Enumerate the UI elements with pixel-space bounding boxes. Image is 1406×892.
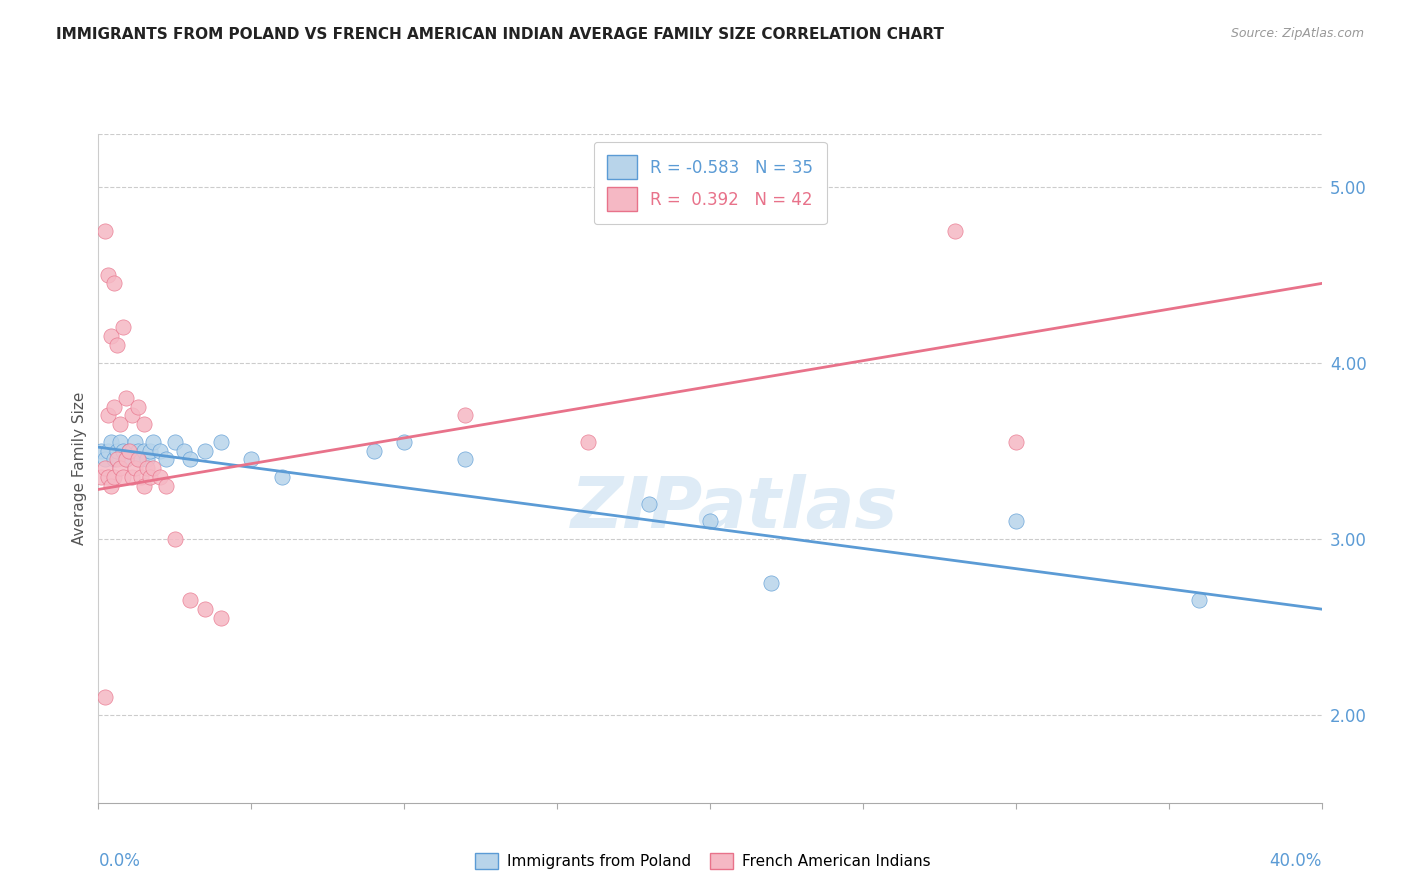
Point — [163, 532, 186, 546]
Point — [454, 409, 477, 423]
Point — [97, 470, 120, 484]
Point — [637, 496, 661, 510]
Point — [759, 575, 782, 590]
Point — [90, 470, 112, 484]
Text: 0.0%: 0.0% — [98, 852, 141, 870]
Point — [1004, 434, 1026, 449]
Point — [136, 452, 159, 467]
Point — [134, 443, 156, 458]
Point — [121, 470, 143, 484]
Point — [209, 611, 232, 625]
Point — [108, 434, 131, 449]
Point — [90, 443, 112, 458]
Point — [111, 443, 134, 458]
Point — [121, 409, 143, 423]
Point — [127, 400, 149, 414]
Point — [103, 400, 125, 414]
Point — [209, 434, 232, 449]
Point — [139, 470, 162, 484]
Point — [173, 443, 195, 458]
Point — [142, 434, 165, 449]
Point — [124, 434, 146, 449]
Point — [118, 443, 141, 458]
Text: ZIPatlas: ZIPatlas — [571, 474, 898, 543]
Point — [134, 479, 156, 493]
Point — [111, 320, 134, 334]
Point — [105, 452, 128, 467]
Point — [129, 452, 152, 467]
Point — [134, 417, 156, 432]
Point — [97, 268, 120, 282]
Point — [270, 470, 292, 484]
Point — [155, 479, 177, 493]
Point — [97, 443, 120, 458]
Point — [127, 443, 149, 458]
Point — [149, 443, 172, 458]
Point — [111, 470, 134, 484]
Point — [100, 434, 122, 449]
Point — [108, 461, 131, 475]
Point — [943, 224, 966, 238]
Point — [108, 417, 131, 432]
Point — [179, 593, 201, 607]
Point — [115, 452, 138, 467]
Point — [103, 452, 125, 467]
Point — [163, 434, 186, 449]
Point — [93, 690, 115, 705]
Point — [103, 277, 125, 291]
Point — [136, 461, 159, 475]
Y-axis label: Average Family Size: Average Family Size — [72, 392, 87, 545]
Point — [139, 443, 162, 458]
Point — [97, 409, 120, 423]
Point — [93, 452, 115, 467]
Point — [179, 452, 201, 467]
Point — [115, 391, 138, 405]
Point — [454, 452, 477, 467]
Point — [115, 452, 138, 467]
Point — [93, 224, 115, 238]
Point — [363, 443, 385, 458]
Point — [103, 470, 125, 484]
Legend: R = -0.583   N = 35, R =  0.392   N = 42: R = -0.583 N = 35, R = 0.392 N = 42 — [593, 142, 827, 224]
Point — [100, 329, 122, 343]
Text: IMMIGRANTS FROM POLAND VS FRENCH AMERICAN INDIAN AVERAGE FAMILY SIZE CORRELATION: IMMIGRANTS FROM POLAND VS FRENCH AMERICA… — [56, 27, 945, 42]
Point — [240, 452, 263, 467]
Point — [155, 452, 177, 467]
Text: 40.0%: 40.0% — [1270, 852, 1322, 870]
Point — [142, 461, 165, 475]
Text: Source: ZipAtlas.com: Source: ZipAtlas.com — [1230, 27, 1364, 40]
Legend: Immigrants from Poland, French American Indians: Immigrants from Poland, French American … — [470, 847, 936, 875]
Point — [149, 470, 172, 484]
Point — [129, 470, 152, 484]
Point — [392, 434, 416, 449]
Point — [194, 602, 217, 616]
Point — [118, 443, 141, 458]
Point — [127, 452, 149, 467]
Point — [121, 443, 143, 458]
Point — [1004, 514, 1026, 528]
Point — [699, 514, 721, 528]
Point — [194, 443, 217, 458]
Point — [1188, 593, 1211, 607]
Point — [105, 443, 128, 458]
Point — [93, 461, 115, 475]
Point — [576, 434, 599, 449]
Point — [105, 338, 128, 352]
Point — [124, 461, 146, 475]
Point — [100, 479, 122, 493]
